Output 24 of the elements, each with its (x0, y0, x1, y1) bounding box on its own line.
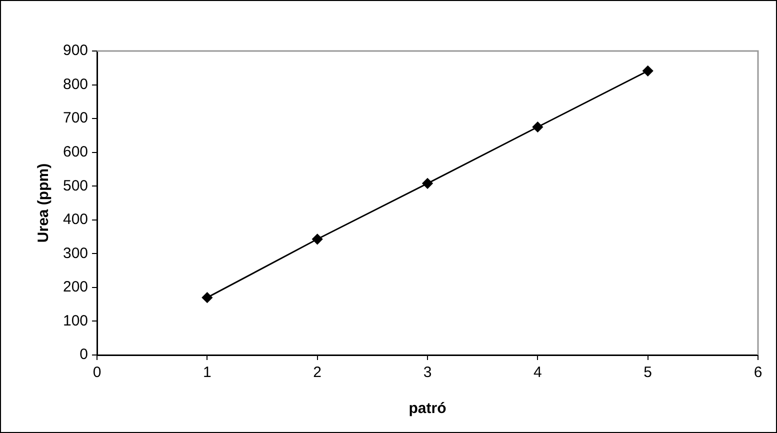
point (642, 66, 654, 76)
point (422, 178, 433, 189)
point (532, 122, 543, 132)
x-tick-label: 0 (92, 364, 102, 382)
x-tick-label: 3 (423, 364, 432, 382)
y-tick-label: 100 (62, 312, 88, 330)
x-tick-label: 5 (644, 364, 652, 382)
y-tick-label: 300 (62, 244, 88, 262)
y-tick-label: 400 (62, 211, 88, 228)
y-axis-title: Urea (ppm) (35, 163, 52, 243)
x-tick-label: 6 (754, 364, 762, 382)
y-tick-label: 0 (80, 346, 88, 364)
x-tick-label: 2 (313, 364, 322, 382)
point (202, 292, 212, 303)
y-tick-label: 700 (62, 110, 88, 127)
x-tick-label: 1 (203, 364, 212, 382)
x-tick-label: 4 (534, 364, 542, 382)
point (312, 234, 323, 244)
y-tick-label: 600 (62, 143, 88, 160)
y-tick-label: 800 (62, 76, 88, 93)
y-tick-label: 900 (62, 42, 88, 60)
y-tick-label: 200 (62, 278, 88, 296)
y-tick-label: 500 (62, 177, 88, 194)
x-axis-title: patró (408, 400, 446, 418)
